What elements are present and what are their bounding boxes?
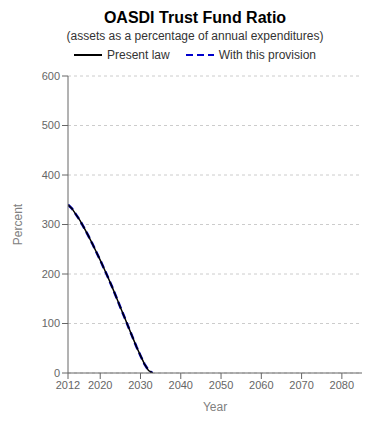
html-text:OASDI Trust Fund Ratio: OASDI Trust Fund Ratio: [103, 9, 287, 26]
svg-text:300: 300: [42, 218, 60, 230]
svg-text:400: 400: [42, 169, 60, 181]
svg-text:2030: 2030: [128, 379, 152, 391]
svg-text:0: 0: [54, 367, 60, 379]
svg-text:Year: Year: [203, 400, 227, 414]
html-text:Present law: Present law: [107, 48, 170, 62]
svg-text:600: 600: [42, 70, 60, 82]
svg-text:500: 500: [42, 119, 60, 131]
svg-text:2070: 2070: [289, 379, 313, 391]
svg-text:2080: 2080: [330, 379, 354, 391]
svg-text:2020: 2020: [88, 379, 112, 391]
svg-text:2012: 2012: [56, 379, 80, 391]
svg-text:Percent: Percent: [11, 203, 25, 245]
html-text:With this provision: With this provision: [218, 48, 316, 62]
svg-text:2050: 2050: [209, 379, 233, 391]
svg-text:100: 100: [42, 317, 60, 329]
html-text:(assets as a percentage of ann: (assets as a percentage of annual expend…: [66, 29, 324, 43]
svg-text:200: 200: [42, 268, 60, 280]
svg-text:2060: 2060: [249, 379, 273, 391]
svg-text:2040: 2040: [169, 379, 193, 391]
